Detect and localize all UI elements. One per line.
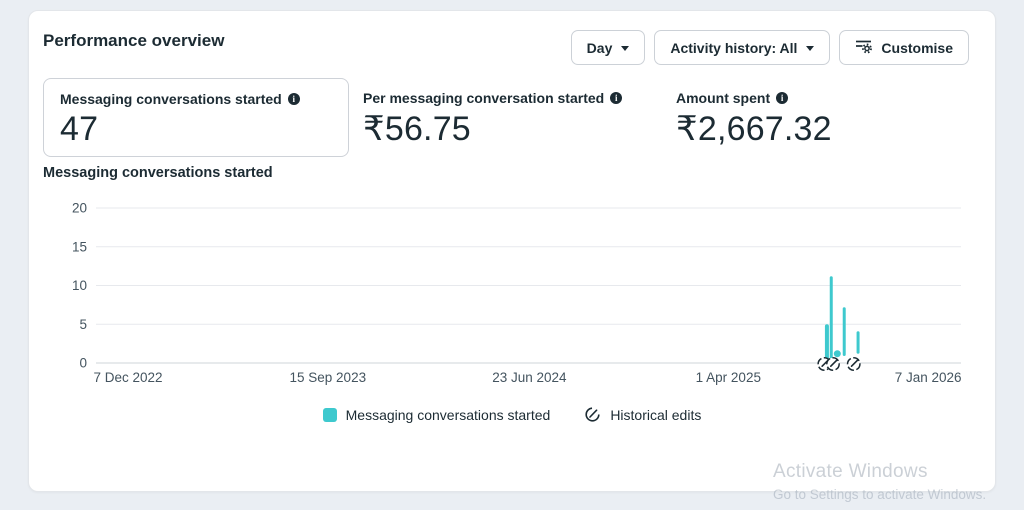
metric-value: ₹2,667.32 [676, 110, 832, 148]
activity-history-label: Activity history: All [670, 39, 798, 56]
header-controls: Day Activity history: All Customise [570, 30, 969, 65]
legend-edits-label: Historical edits [610, 406, 702, 423]
page-title: Performance overview [43, 31, 225, 50]
legend-item-series: Messaging conversations started [322, 406, 551, 423]
metric-label: Amount spent [676, 90, 771, 106]
customise-button[interactable]: Customise [839, 30, 969, 65]
info-icon[interactable] [776, 92, 789, 104]
performance-overview-card: Performance overview Day Activity histor… [28, 10, 996, 492]
info-icon[interactable] [287, 93, 300, 105]
svg-text:7 Jan 2026: 7 Jan 2026 [895, 370, 962, 385]
activity-history-dropdown[interactable]: Activity history: All [654, 30, 831, 65]
svg-text:7 Dec 2022: 7 Dec 2022 [93, 370, 162, 385]
chart-legend: Messaging conversations started Historic… [29, 406, 995, 423]
svg-text:15: 15 [72, 239, 87, 254]
activate-windows-watermark-sub: Go to Settings to activate Windows. [773, 487, 987, 502]
metric-label-row: Amount spent [676, 90, 832, 106]
metric-label-row: Per messaging conversation started [363, 90, 623, 106]
chart-title: Messaging conversations started [43, 165, 273, 181]
metric-per-messaging-conversation[interactable]: Per messaging conversation started ₹56.7… [363, 90, 623, 149]
svg-text:23 Jun 2024: 23 Jun 2024 [492, 370, 567, 385]
customise-settings-icon [855, 38, 873, 57]
svg-text:10: 10 [72, 278, 87, 293]
metric-value: 47 [60, 110, 99, 148]
metric-value: ₹56.75 [363, 110, 471, 148]
metric-amount-spent[interactable]: Amount spent ₹2,667.32 [676, 90, 832, 149]
day-dropdown-label: Day [586, 39, 613, 56]
svg-text:0: 0 [79, 356, 87, 371]
metric-label: Per messaging conversation started [363, 90, 605, 106]
svg-text:15 Sep 2023: 15 Sep 2023 [290, 370, 367, 385]
chart-svg: 0 5 10 15 20 7 Dec 2022 15 Sep 2023 23 Jun 2024… [72, 201, 962, 386]
activate-windows-watermark: Activate Windows [773, 461, 928, 482]
chevron-down-icon [806, 45, 815, 51]
legend-item-historical-edits: Historical edits [584, 406, 701, 423]
chevron-down-icon [621, 45, 630, 51]
customise-label: Customise [881, 39, 953, 56]
svg-text:20: 20 [72, 201, 87, 216]
historical-edits-icon [584, 406, 601, 423]
legend-series-label: Messaging conversations started [345, 406, 551, 423]
svg-text:5: 5 [79, 317, 87, 332]
metric-label-row: Messaging conversations started [60, 91, 332, 107]
metric-label: Messaging conversations started [60, 91, 282, 107]
day-dropdown[interactable]: Day [570, 30, 646, 65]
info-icon[interactable] [610, 92, 623, 104]
svg-text:1 Apr 2025: 1 Apr 2025 [696, 370, 761, 385]
metric-messaging-conversations-started[interactable]: Messaging conversations started 47 [43, 78, 349, 157]
series-color-swatch [322, 407, 337, 422]
